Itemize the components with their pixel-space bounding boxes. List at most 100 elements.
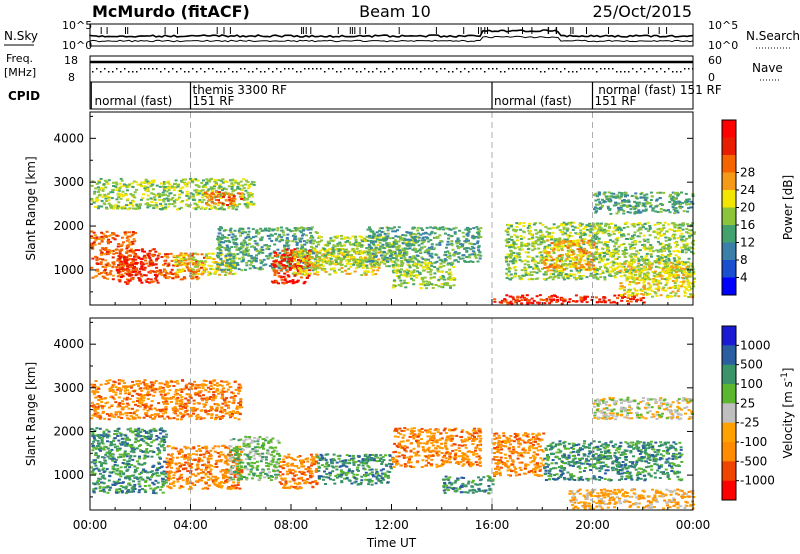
heatmap-cell [569,248,573,251]
heatmap-cell [644,258,648,261]
heatmap-cell [553,270,557,273]
heatmap-cell [338,241,342,244]
heatmap-cell [382,250,386,253]
heatmap-cell [631,277,635,280]
heatmap-cell [423,284,427,287]
heatmap-cell [607,229,611,232]
heatmap-cell [623,253,627,256]
heatmap-cell [517,253,521,256]
heatmap-cell [597,228,601,231]
heatmap-cell [560,260,564,263]
heatmap-cell [378,251,381,254]
heatmap-cell [218,248,222,251]
heatmap-cell [607,223,611,226]
heatmap-cell [574,244,578,247]
heatmap-cell [512,229,516,232]
heatmap-cell [560,270,564,272]
heatmap-cell [311,236,315,239]
heatmap-cell [629,259,633,262]
heatmap-cell [308,240,312,243]
heatmap-cell [643,194,647,197]
heatmap-cell [441,275,445,277]
heatmap-cell [663,247,667,250]
heatmap-cell [246,187,250,190]
heatmap-cell [216,204,220,207]
heatmap-cell [686,232,690,235]
heatmap-cell [374,273,378,276]
heatmap-cell [406,245,410,247]
heatmap-cell [154,271,158,274]
heatmap-cell [622,271,626,274]
heatmap-cell [535,295,539,298]
heatmap-cell [559,260,562,263]
heatmap-cell [560,222,564,225]
heatmap-cell [565,229,569,232]
heatmap-cell [602,299,606,302]
heatmap-cell [374,263,378,265]
heatmap-cell [135,205,139,207]
heatmap-cell [305,272,308,275]
heatmap-cell [245,261,249,264]
heatmap-cell [523,296,526,299]
heatmap-cell [207,188,211,191]
heatmap-cell [137,249,141,252]
heatmap-cell [201,193,205,196]
heatmap-cell [176,268,180,271]
heatmap-cell [667,236,671,239]
heatmap-cell [144,279,148,282]
heatmap-cell [292,253,295,256]
heatmap-cell [642,226,645,229]
heatmap-cell [104,248,108,251]
nave-point [320,68,322,70]
heatmap-cell [209,267,213,270]
heatmap-cell [599,252,603,254]
heatmap-cell [409,272,413,275]
heatmap-cell [404,286,408,289]
heatmap-cell [587,243,591,246]
heatmap-cell [299,249,303,252]
heatmap-cell [625,252,629,255]
heatmap-cell [118,182,122,185]
heatmap-cell [517,275,521,278]
heatmap-cell [591,242,595,245]
heatmap-cell [531,241,535,244]
heatmap-cell [633,253,637,256]
heatmap-cell [260,229,264,232]
heatmap-cell [145,262,149,265]
heatmap-cell [614,267,618,270]
heatmap-cell [121,275,125,278]
heatmap-cell [445,243,449,246]
heatmap-cell [658,242,662,245]
heatmap-cell [618,262,622,265]
heatmap-cell [161,199,165,202]
heatmap-cell [415,263,419,266]
heatmap-cell [573,264,577,267]
heatmap-cell [600,301,604,304]
heatmap-cell [430,230,434,233]
heatmap-cell [413,235,417,238]
heatmap-cell [211,196,215,199]
heatmap-cell [164,270,167,272]
heatmap-cell [302,269,306,272]
nave-point [312,68,314,70]
heatmap-cell [96,199,99,201]
heatmap-cell [202,198,206,201]
heatmap-cell [504,229,508,232]
heatmap-cell [246,233,250,236]
heatmap-cell [146,194,150,197]
heatmap-cell [437,270,441,273]
heatmap-cell [236,253,240,256]
heatmap-cell [276,248,280,251]
heatmap-cell [107,199,111,202]
heatmap-cell [179,259,183,262]
heatmap-cell [200,253,204,256]
heatmap-cell [424,231,428,234]
heatmap-cell [154,259,158,262]
heatmap-cell [262,264,266,267]
heatmap-cell [403,257,407,260]
heatmap-cell [528,222,531,225]
heatmap-cell [345,272,349,275]
heatmap-cell [358,235,362,238]
heatmap-cell [417,236,421,239]
heatmap-cell [556,266,560,269]
